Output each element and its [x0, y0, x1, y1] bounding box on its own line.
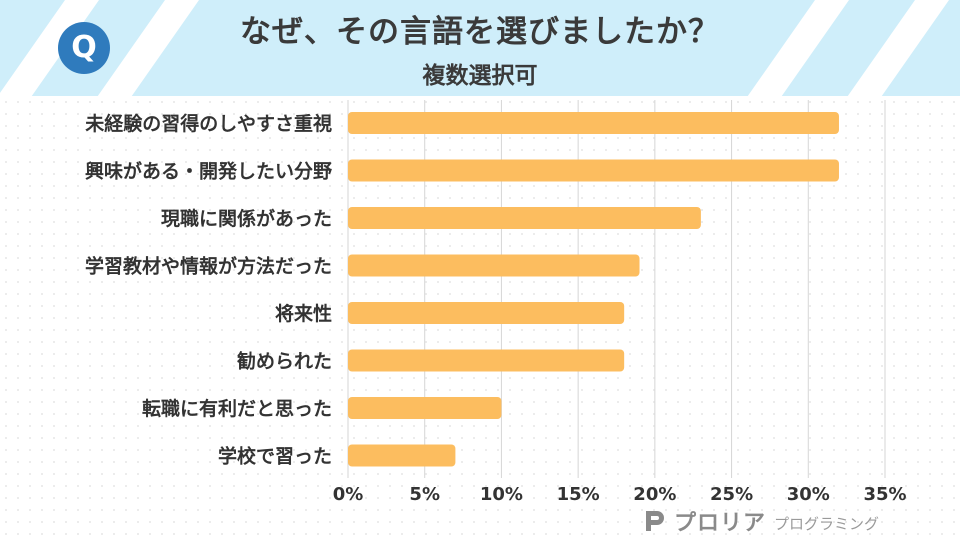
bar: [348, 444, 456, 467]
x-tick-label: 25%: [710, 484, 753, 505]
bar: [348, 349, 625, 372]
category-label: 将来性: [275, 302, 332, 325]
logo-letter: Q: [71, 30, 97, 65]
bar: [348, 397, 502, 419]
x-tick-label: 20%: [633, 484, 676, 505]
category-label: 学校で習った: [218, 445, 332, 468]
category-label: 勧められた: [236, 350, 332, 373]
x-tick-label: 15%: [557, 484, 600, 505]
question-logo-icon: Q: [58, 22, 110, 74]
bar: [348, 207, 701, 229]
category-label: 転職に有利だと思った: [142, 397, 332, 420]
x-tick-label: 35%: [863, 484, 906, 505]
category-label: 未経験の習得のしやすさ重視: [84, 112, 332, 135]
page-title: なぜ、その言語を選びましたか？: [240, 14, 720, 50]
x-tick-label: 10%: [480, 484, 523, 505]
page-subtitle: 複数選択可: [422, 63, 538, 89]
bar: [348, 112, 839, 134]
category-label: 興味がある・開発したい分野: [85, 160, 332, 183]
category-label: 現職に関係があった: [161, 207, 332, 230]
brand-footer: プロリア プログラミング: [642, 506, 879, 536]
x-tick-label: 0%: [333, 484, 364, 505]
x-tick-label: 30%: [787, 484, 830, 505]
bar: [348, 159, 839, 182]
proria-logo-icon: [646, 511, 664, 531]
brand-name: プロリア: [674, 511, 767, 536]
bar: [348, 302, 625, 324]
category-label: 学習教材や情報が方法だった: [85, 255, 332, 278]
brand-tagline: プログラミング: [774, 514, 880, 533]
header-banner: Q なぜ、その言語を選びましたか？ 複数選択可: [0, 0, 960, 96]
x-tick-label: 5%: [409, 484, 440, 505]
bar: [348, 254, 640, 277]
